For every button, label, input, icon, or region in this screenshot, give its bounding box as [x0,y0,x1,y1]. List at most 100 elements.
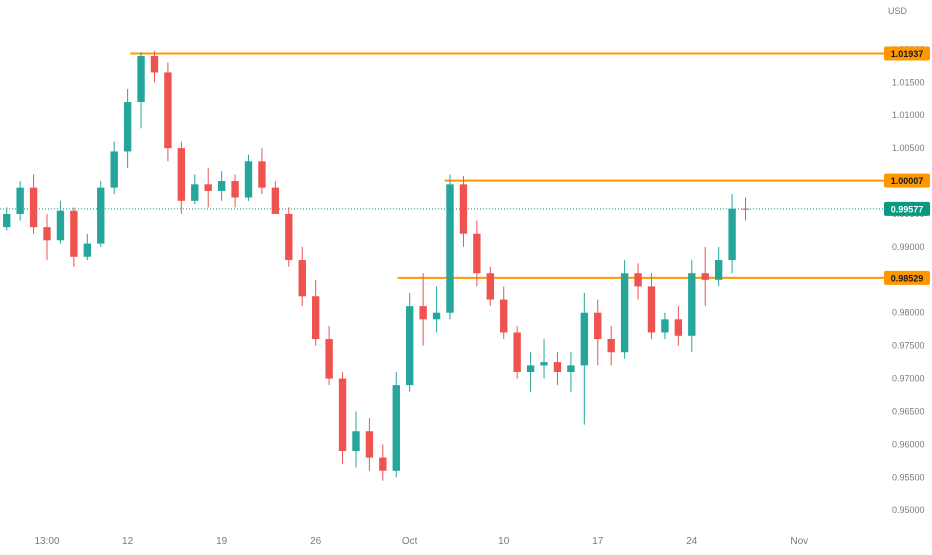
candle-body [701,273,709,280]
candle[interactable] [741,197,750,221]
candle-body [741,208,750,210]
time-tick-label: 10 [498,536,510,547]
candle-body [110,151,118,188]
candle-body [244,161,253,198]
candle[interactable] [217,171,226,201]
candle-body [419,306,427,320]
candle-body [688,273,696,336]
candle[interactable] [607,325,615,366]
candle[interactable] [29,174,38,234]
level-price-badge: 0.98529 [891,273,924,283]
time-tick-label: 26 [310,536,322,547]
candle-body [271,187,280,214]
candle[interactable] [137,52,145,129]
candle[interactable] [459,175,468,247]
candle[interactable] [244,154,253,201]
candle-body [620,273,629,353]
candle-body [728,208,736,261]
candle[interactable] [3,207,11,231]
candle[interactable] [56,200,65,244]
candle[interactable] [553,352,562,386]
candle[interactable] [473,220,481,287]
candle[interactable] [43,213,51,261]
candle-body [191,184,199,201]
candle-body [674,319,683,336]
candle[interactable] [661,312,669,340]
time-axis: 13:00 12 19 26 Oct 10 17 24 Nov [34,536,808,547]
candle[interactable] [365,418,374,471]
candle[interactable] [486,266,494,307]
candle-body [365,431,374,458]
candle-body [594,312,602,340]
candles [3,50,750,481]
candle[interactable] [674,306,683,346]
candle[interactable] [406,292,414,392]
candle[interactable] [728,194,736,274]
candle-body [325,339,333,379]
candle-body [123,102,132,152]
candle[interactable] [567,352,575,392]
candle-body [97,187,105,244]
candle[interactable] [647,273,656,340]
candle[interactable] [110,141,118,195]
candle-body [513,332,521,372]
candle[interactable] [688,260,696,353]
candle[interactable] [231,174,239,208]
last-price-badge-bg [884,201,930,216]
candle[interactable] [500,286,508,340]
candle-body [526,365,535,372]
candle[interactable] [620,260,629,359]
candle[interactable] [513,325,521,379]
candle-body [311,296,320,340]
level-price-badge: 1.00007 [891,176,924,186]
candle[interactable] [714,246,723,287]
candle[interactable] [298,246,306,307]
candle[interactable] [540,339,548,379]
candle-body [580,312,589,366]
candle[interactable] [392,371,400,478]
candle[interactable] [191,174,199,205]
candle[interactable] [580,292,589,425]
candle[interactable] [325,325,333,386]
candle[interactable] [83,233,92,261]
candle[interactable] [97,181,105,247]
candle[interactable] [258,148,266,195]
candle[interactable] [352,411,360,468]
candle-body [540,362,548,366]
candle[interactable] [594,299,602,366]
candle[interactable] [164,62,172,162]
candle[interactable] [285,207,293,267]
price-tick-label: 0.98000 [892,308,925,318]
candle[interactable] [311,279,320,346]
candle[interactable] [150,50,159,83]
candle-body [83,243,92,257]
candle[interactable] [634,263,642,300]
candle-body [150,55,159,73]
candle-body [500,299,508,333]
time-tick-label: 12 [122,536,134,547]
candle[interactable] [123,88,132,168]
candle[interactable] [432,286,441,333]
candle-body [647,286,656,333]
candle[interactable] [177,141,186,214]
time-tick-label: 19 [216,536,228,547]
candle[interactable] [338,371,347,465]
candle-body [217,181,226,191]
price-tick-label: 0.97500 [892,341,925,351]
candle[interactable] [419,273,427,346]
horizontal-level-lines [130,52,888,279]
candle[interactable] [16,181,24,221]
candle[interactable] [701,246,709,307]
candle[interactable] [446,174,454,320]
candle-body [204,184,212,191]
candle[interactable] [271,181,280,214]
candle[interactable] [204,167,212,208]
candle[interactable] [70,207,78,267]
candle[interactable] [526,352,535,392]
time-tick-label: 17 [592,536,604,547]
candle[interactable] [379,444,387,481]
level-price-badge-bg [884,46,930,61]
currency-label: USD [888,6,908,16]
